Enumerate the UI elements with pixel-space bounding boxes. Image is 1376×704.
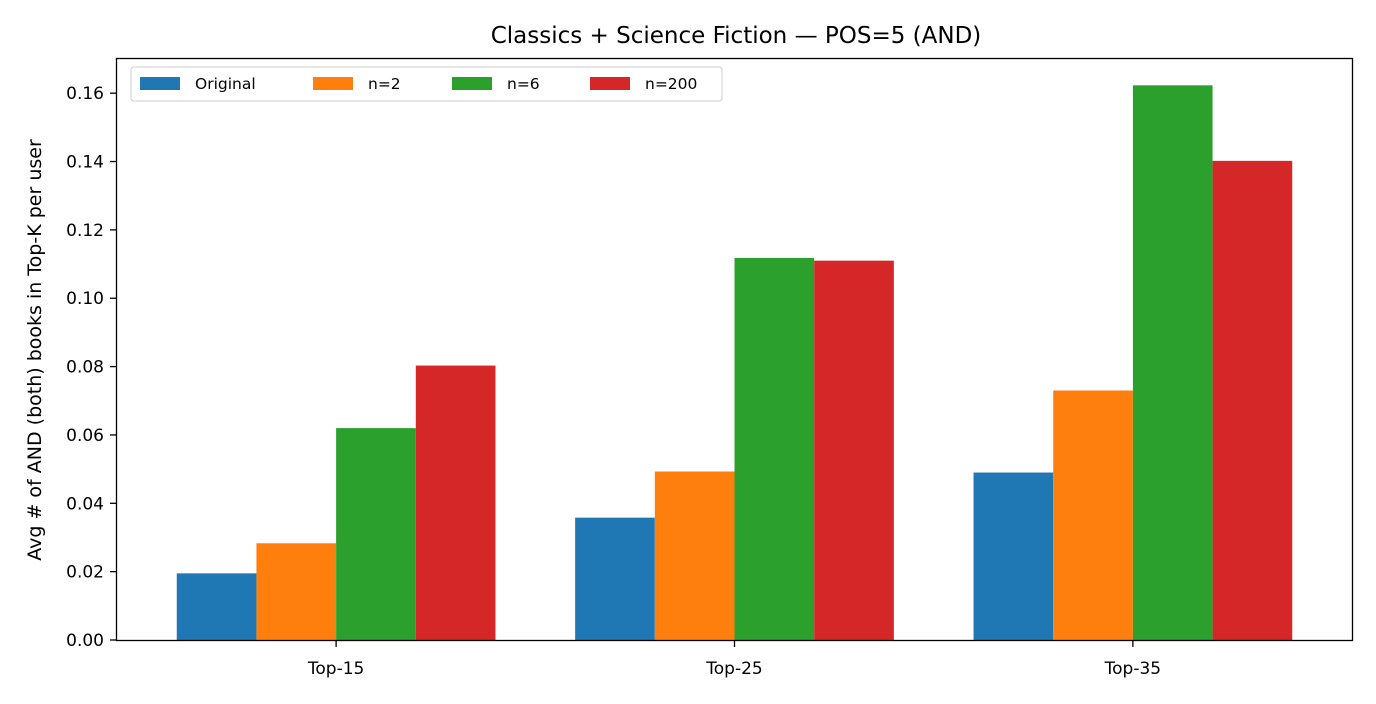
y-tick-label: 0.02 xyxy=(66,563,104,583)
y-tick-label: 0.12 xyxy=(66,221,104,241)
bars-layer xyxy=(176,85,1293,641)
y-axis-label: Avg # of AND (both) books in Top-K per u… xyxy=(24,139,46,561)
bar-original-2 xyxy=(973,472,1054,640)
bar-n-6-0 xyxy=(336,428,416,640)
y-tick-label: 0.08 xyxy=(66,358,104,378)
y-tick-label: 0.16 xyxy=(66,84,104,104)
x-tick-label: Top-25 xyxy=(705,659,762,679)
x-axis-ticks: Top-15 Top-25 Top-35 xyxy=(307,640,1161,679)
legend: Original n=2 n=6 n=200 xyxy=(130,66,723,102)
y-tick-label: 0.04 xyxy=(66,494,104,514)
bar-original-1 xyxy=(575,517,655,640)
x-tick-label: Top-35 xyxy=(1104,659,1161,679)
y-axis-ticks: 0.00 0.02 0.04 0.06 0.08 0.10 0.12 0.14 0.16 xyxy=(66,84,117,651)
legend-box xyxy=(130,66,723,102)
bar-n-200-2 xyxy=(1212,160,1293,640)
legend-label: Original xyxy=(195,75,256,93)
y-tick-label: 0.14 xyxy=(66,153,104,173)
legend-swatch xyxy=(313,77,353,90)
y-tick-label: 0.10 xyxy=(66,289,104,309)
bar-n-6-1 xyxy=(734,257,815,640)
legend-label: n=6 xyxy=(507,75,540,93)
legend-swatch xyxy=(452,77,492,90)
x-tick-label: Top-15 xyxy=(307,659,364,679)
legend-label: n=200 xyxy=(645,75,697,93)
bar-n-6-2 xyxy=(1132,85,1213,641)
bar-original-0 xyxy=(176,573,257,640)
bar-n-200-0 xyxy=(415,365,496,640)
bar-n-2-2 xyxy=(1053,390,1133,640)
bar-n-2-1 xyxy=(654,471,735,640)
legend-label: n=2 xyxy=(368,75,401,93)
bar-n-200-1 xyxy=(814,260,894,640)
y-tick-label: 0.06 xyxy=(66,426,104,446)
y-tick-label: 0.00 xyxy=(66,631,104,651)
chart-title: Classics + Science Fiction — POS=5 (AND) xyxy=(491,23,982,49)
bar-n-2-0 xyxy=(256,543,337,640)
legend-swatch xyxy=(590,77,630,90)
legend-swatch xyxy=(140,77,180,90)
